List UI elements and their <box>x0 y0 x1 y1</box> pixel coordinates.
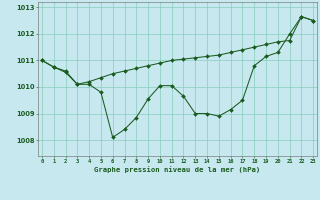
X-axis label: Graphe pression niveau de la mer (hPa): Graphe pression niveau de la mer (hPa) <box>94 166 261 173</box>
